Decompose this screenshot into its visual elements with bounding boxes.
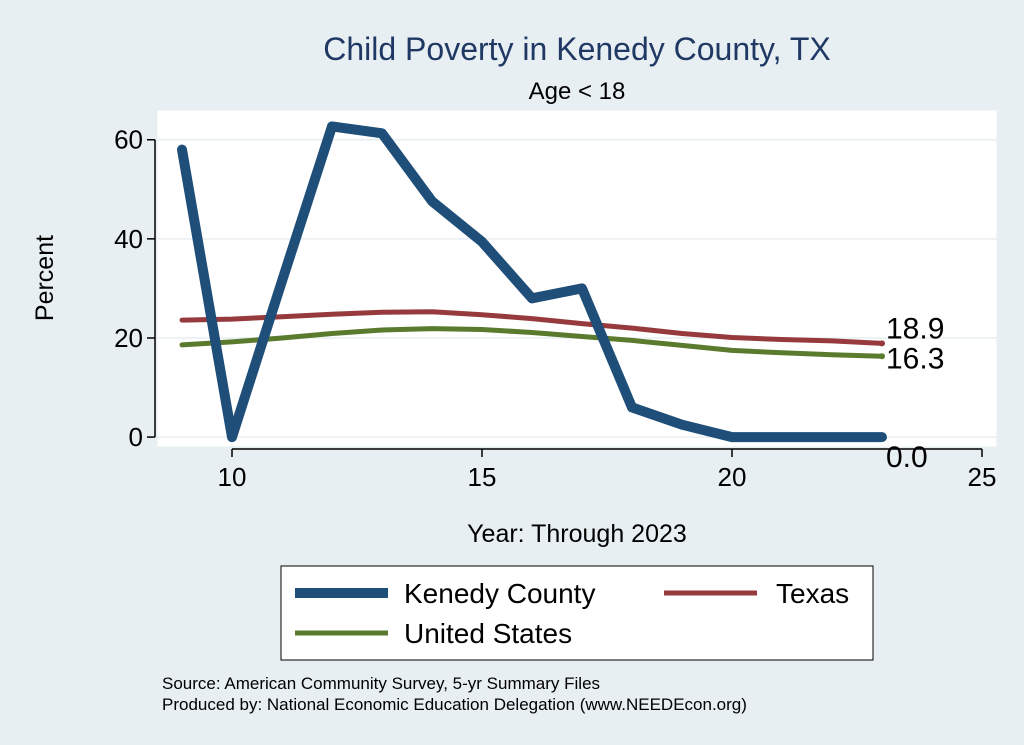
y-tick-label: 20 xyxy=(114,323,143,353)
y-tick-label: 60 xyxy=(114,125,143,155)
x-tick-label: 15 xyxy=(468,462,497,492)
series-end-point-united-states xyxy=(879,353,885,360)
produced-by-note: Produced by: National Economic Education… xyxy=(162,695,747,714)
series-line-kenedy-county xyxy=(177,121,887,443)
series-line-united-states xyxy=(179,326,885,359)
legend-label-kenedy-county: Kenedy County xyxy=(404,578,595,609)
axes: 0 20 40 60 10 15 20 25 xyxy=(114,125,996,492)
series-lines xyxy=(177,121,887,443)
legend-label-texas: Texas xyxy=(776,578,849,609)
end-label-kenedy-county: 0.0 xyxy=(886,441,928,474)
x-tick-label: 10 xyxy=(218,462,247,492)
source-note: Source: American Community Survey, 5-yr … xyxy=(162,674,600,693)
series-end-point-kenedy-county xyxy=(879,434,885,441)
y-tick-label: 0 xyxy=(129,422,143,452)
series-line-texas xyxy=(179,309,885,346)
series-end-point-texas xyxy=(879,340,885,347)
legend: Kenedy County Texas United States xyxy=(280,565,874,661)
end-labels: 0.0 18.916.3 xyxy=(886,312,944,474)
legend-label-united-states: United States xyxy=(404,618,572,649)
x-tick-label: 25 xyxy=(968,462,997,492)
end-label-texas: 18.9 xyxy=(886,312,944,345)
y-tick-label: 40 xyxy=(114,224,143,254)
chart-subtitle: Age < 18 xyxy=(529,78,626,105)
chart-title: Child Poverty in Kenedy County, TX xyxy=(323,31,831,67)
x-axis-title: Year: Through 2023 xyxy=(467,520,687,548)
legend-box xyxy=(280,565,874,661)
end-label-united-states: 16.3 xyxy=(886,342,944,375)
x-tick-label: 20 xyxy=(718,462,747,492)
y-axis-title: Percent xyxy=(31,235,59,321)
plot-region xyxy=(156,109,998,448)
